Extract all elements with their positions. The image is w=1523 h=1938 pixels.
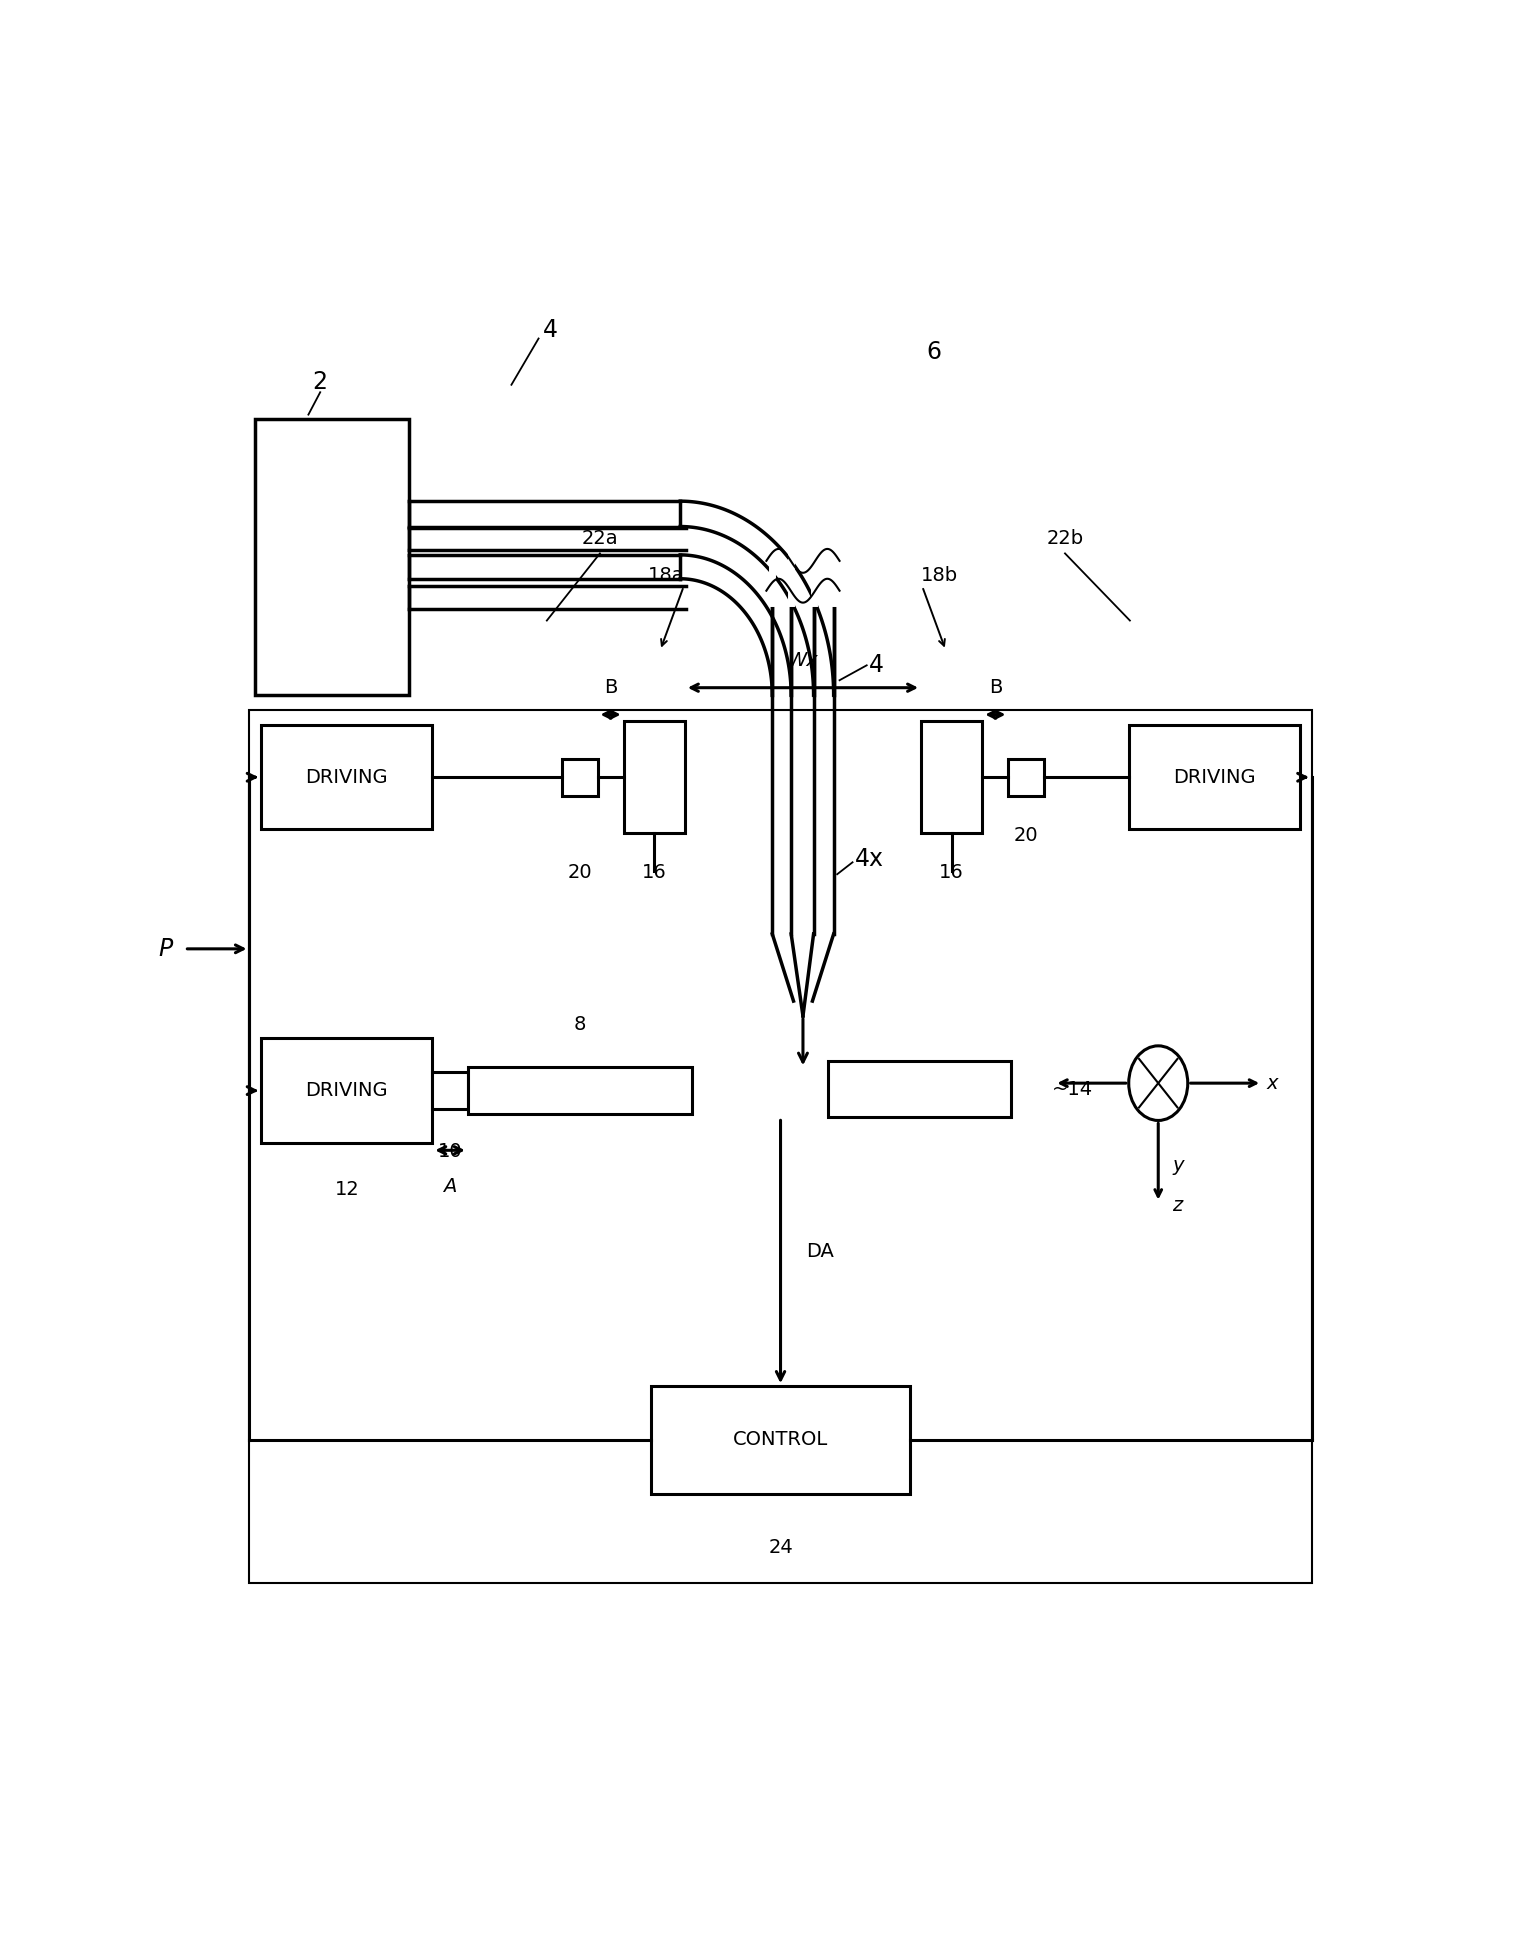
Text: B: B xyxy=(605,678,617,698)
Text: 4x: 4x xyxy=(854,847,883,872)
Text: 12: 12 xyxy=(335,1180,359,1200)
Text: DRIVING: DRIVING xyxy=(306,767,388,787)
Text: DRIVING: DRIVING xyxy=(306,1081,388,1101)
Bar xyxy=(829,1060,1011,1118)
Text: A: A xyxy=(443,1176,457,1196)
Text: 22b: 22b xyxy=(1046,529,1083,548)
Bar xyxy=(262,725,433,829)
Text: 16: 16 xyxy=(940,862,964,882)
Text: 24: 24 xyxy=(768,1539,793,1558)
Text: ~14: ~14 xyxy=(1052,1079,1094,1099)
Bar xyxy=(650,1386,911,1494)
Text: Wx: Wx xyxy=(787,651,818,671)
Text: 20: 20 xyxy=(568,862,592,882)
Text: DA: DA xyxy=(807,1242,835,1262)
Text: DRIVING: DRIVING xyxy=(1173,767,1255,787)
Text: 22a: 22a xyxy=(582,529,618,548)
Bar xyxy=(1129,725,1301,829)
Bar xyxy=(468,1066,691,1114)
Text: 2: 2 xyxy=(312,370,327,393)
Bar xyxy=(433,1072,468,1109)
Bar xyxy=(921,721,982,833)
Text: 20: 20 xyxy=(1014,826,1039,845)
Text: 10: 10 xyxy=(437,1141,463,1161)
Bar xyxy=(256,419,408,696)
Text: 4: 4 xyxy=(870,653,883,676)
Bar xyxy=(623,721,685,833)
Bar xyxy=(250,709,1311,1583)
Bar xyxy=(562,758,597,797)
Text: 16: 16 xyxy=(641,862,667,882)
Bar xyxy=(1008,758,1043,797)
Text: y: y xyxy=(1173,1155,1183,1174)
Text: 4: 4 xyxy=(542,318,557,341)
Text: CONTROL: CONTROL xyxy=(733,1430,829,1450)
Text: P: P xyxy=(158,936,172,961)
Text: x: x xyxy=(1267,1074,1278,1093)
Text: 18b: 18b xyxy=(921,566,958,585)
Text: B: B xyxy=(988,678,1002,698)
Text: 6: 6 xyxy=(926,339,941,364)
Text: 8: 8 xyxy=(574,1016,586,1033)
Text: 18a: 18a xyxy=(647,566,684,585)
Text: z: z xyxy=(1173,1196,1183,1215)
Bar xyxy=(262,1039,433,1143)
